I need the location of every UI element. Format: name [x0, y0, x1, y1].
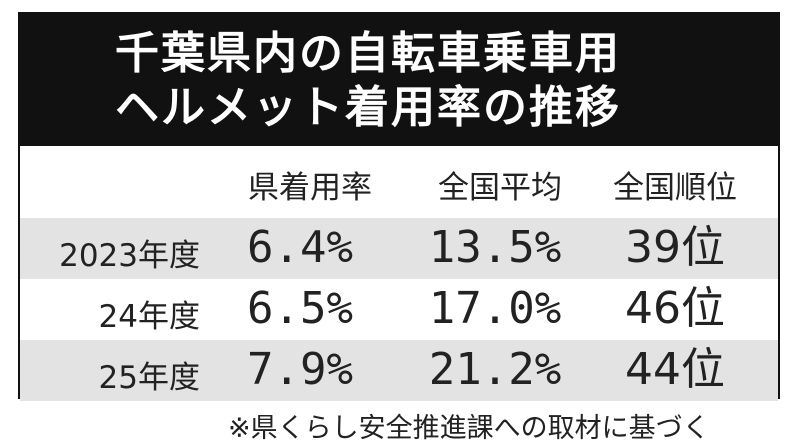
cell-national-rank: 46位 — [625, 283, 725, 334]
chart-frame: 千葉県内の自転車乗車用 ヘルメット着用率の推移 県着用率 全国平均 全国順位 2… — [18, 12, 780, 401]
title-line-1: 千葉県内の自転車乗車用 — [115, 28, 621, 79]
cell-pref-rate: 7.9% — [247, 344, 353, 395]
cell-national-average: 21.2% — [428, 344, 562, 395]
table-header: 県着用率 全国平均 全国順位 — [20, 146, 778, 218]
table-row: 24年度 6.5% 17.0% 46位 — [20, 279, 778, 340]
source-footnote: ※県くらし安全推進課への取材に基づく — [228, 413, 710, 444]
row-label: 24年度 — [98, 299, 200, 335]
cell-national-rank: 44位 — [625, 344, 725, 395]
row-label: 2023年度 — [59, 238, 200, 274]
cell-national-average: 13.5% — [428, 222, 562, 273]
cell-national-average: 17.0% — [428, 283, 562, 334]
cell-pref-rate: 6.4% — [247, 222, 353, 273]
cell-national-rank: 39位 — [625, 222, 725, 273]
title-line-2: ヘルメット着用率の推移 — [115, 82, 621, 133]
title-banner: 千葉県内の自転車乗車用 ヘルメット着用率の推移 — [20, 14, 778, 146]
row-label: 25年度 — [98, 360, 200, 396]
table-row: 2023年度 6.4% 13.5% 39位 — [20, 218, 778, 279]
column-header-national-average: 全国平均 — [438, 170, 562, 206]
table-row: 25年度 7.9% 21.2% 44位 — [20, 340, 778, 401]
cell-pref-rate: 6.5% — [247, 283, 353, 334]
column-header-pref-rate: 県着用率 — [248, 170, 372, 206]
column-header-national-rank: 全国順位 — [613, 170, 737, 206]
